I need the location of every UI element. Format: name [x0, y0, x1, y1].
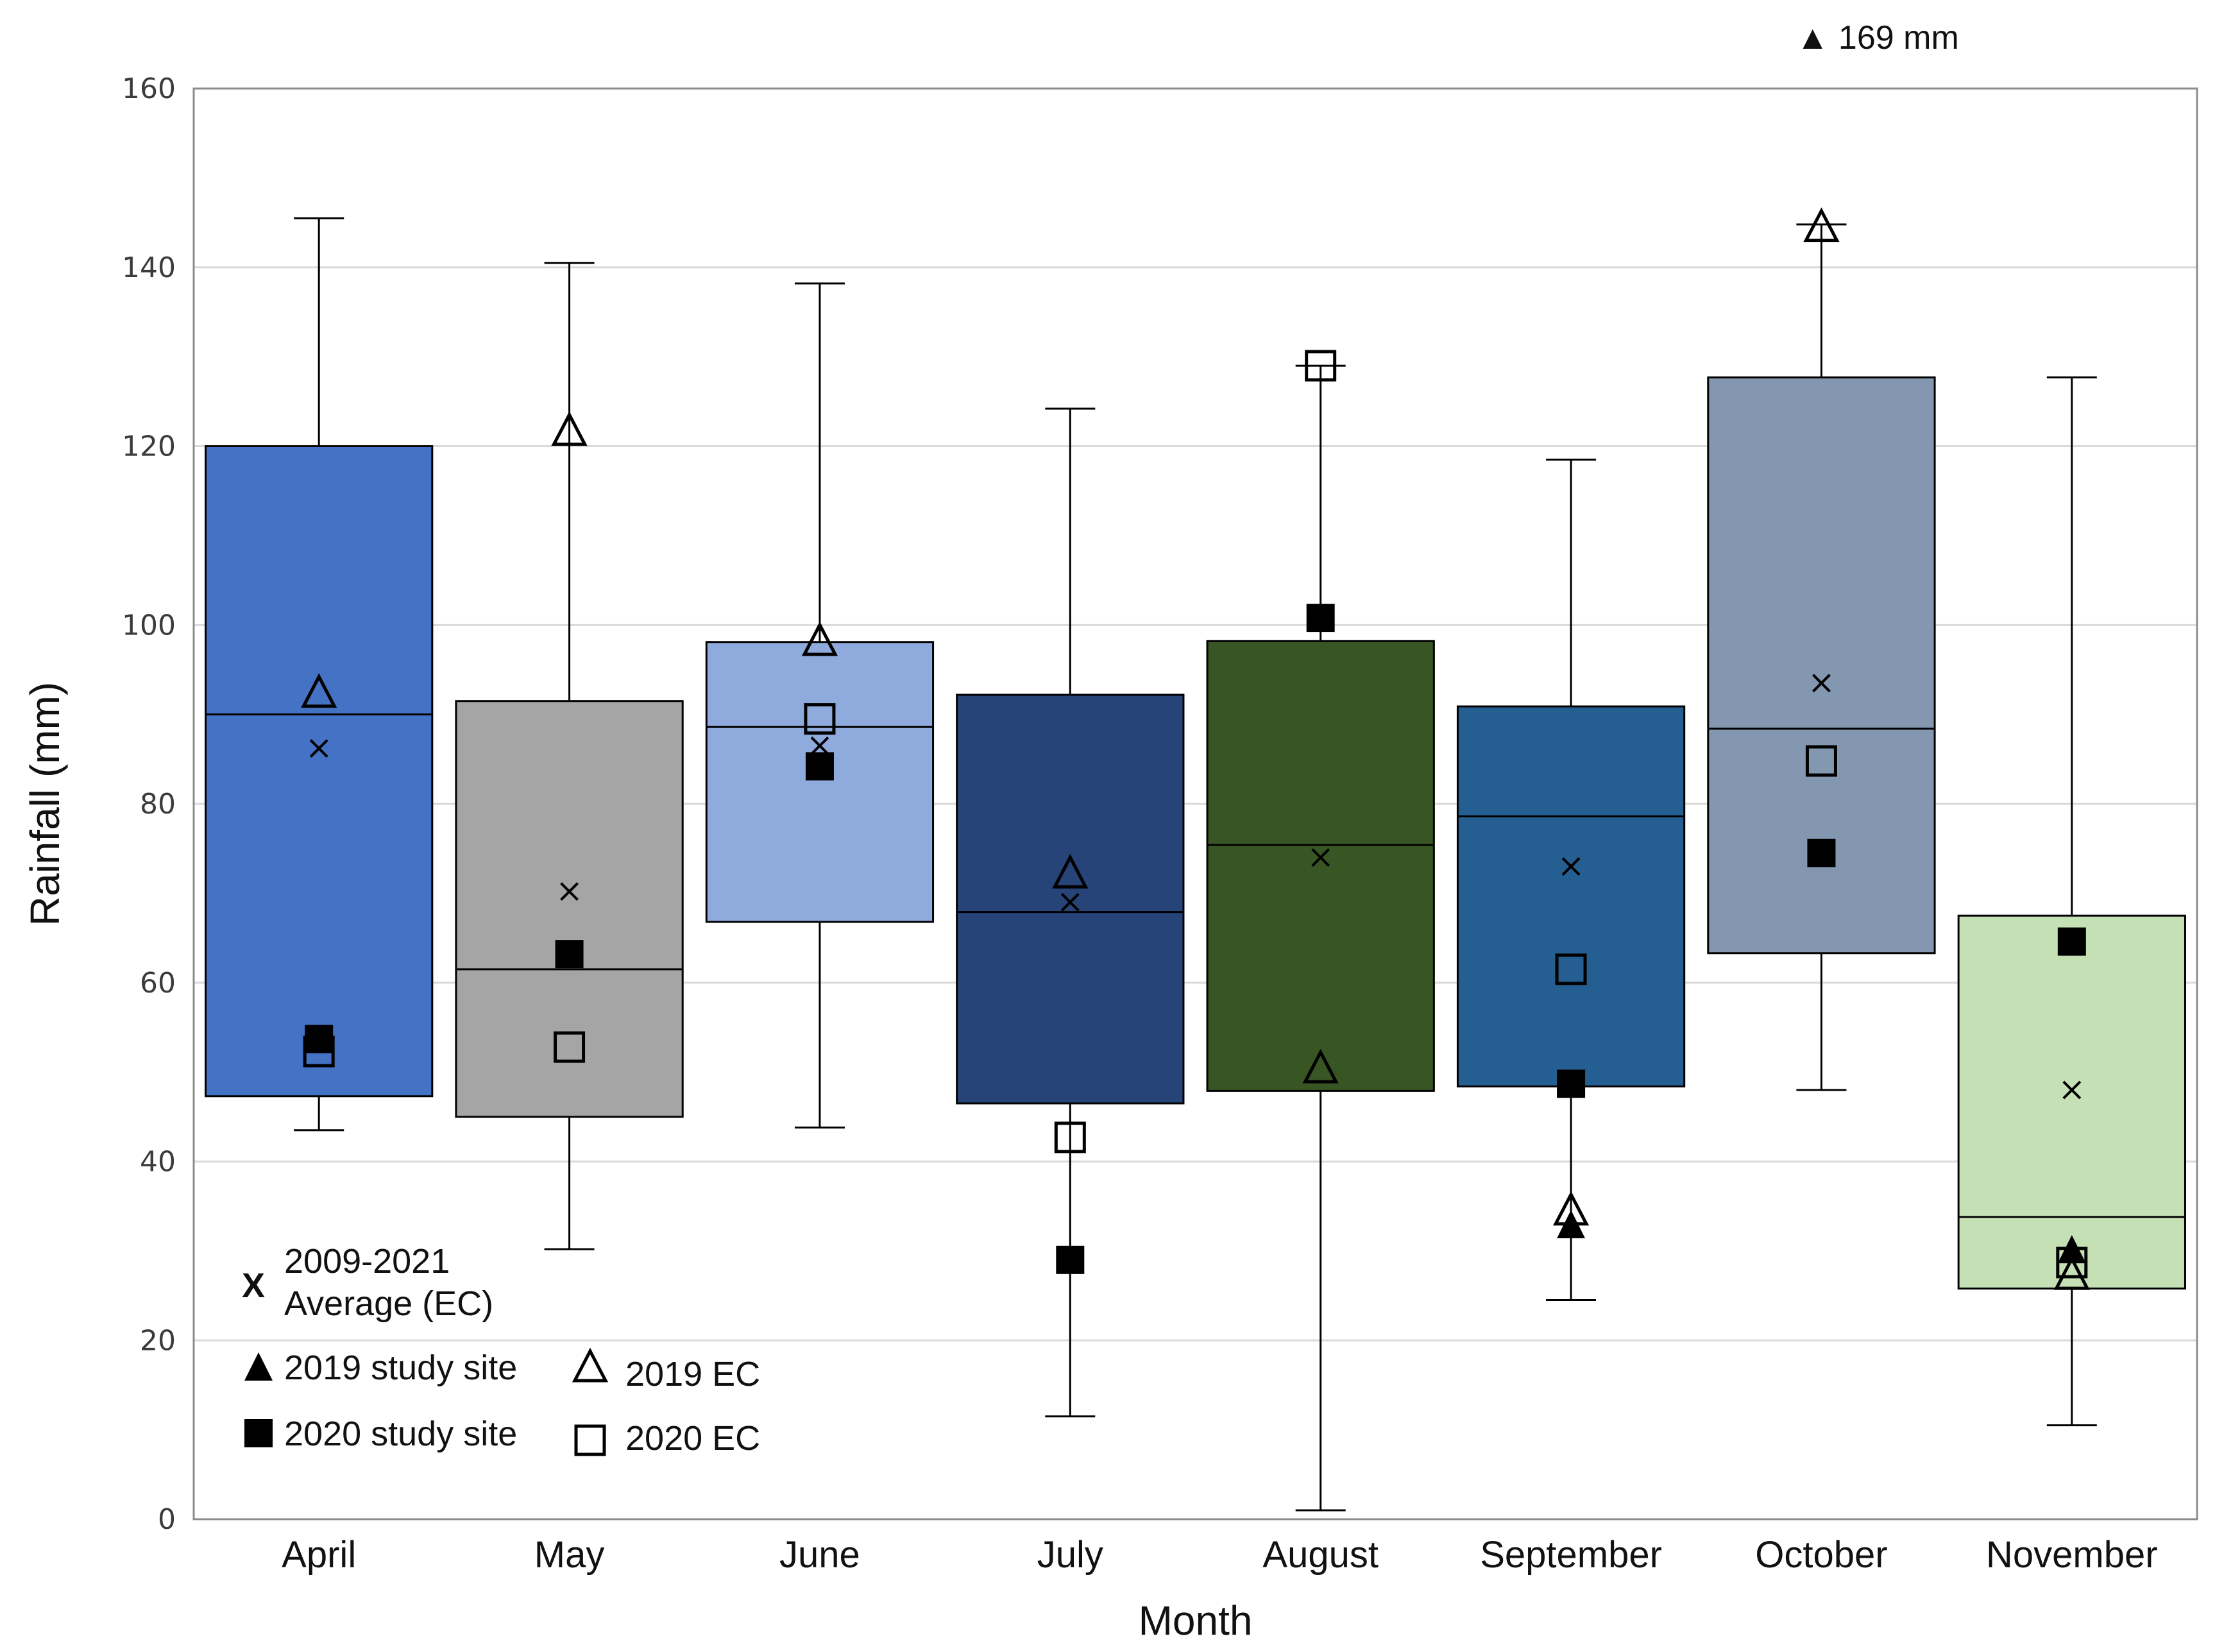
y-tick-label: 100	[122, 609, 176, 642]
open-square-marker	[1555, 953, 1587, 985]
legend-x-symbol: X	[242, 1266, 265, 1305]
mean-marker	[810, 736, 829, 755]
filled-square-marker	[1557, 1069, 1586, 1098]
filled-square-marker	[1056, 1245, 1085, 1274]
x-axis-title: Month	[1139, 1597, 1253, 1644]
y-tick-label: 80	[140, 788, 176, 821]
filled-square-marker	[2057, 927, 2086, 956]
box-july	[956, 407, 1185, 1418]
y-tick-label: 140	[122, 251, 176, 284]
iqr-box	[455, 700, 684, 1118]
open-triangle-marker	[1552, 1191, 1590, 1226]
axes: 0 20 40 60 80 100 120 140 160 April May June July Aug…	[22, 19, 2198, 1644]
x-tick-label: May	[534, 1534, 605, 1576]
mean-marker	[1311, 848, 1330, 867]
x-stroke	[810, 736, 829, 755]
box-october	[1707, 223, 1936, 1091]
x-tick-label: June	[779, 1534, 860, 1576]
y-tick-label: 0	[158, 1503, 176, 1536]
legend-label: 2019 EC	[625, 1355, 760, 1393]
mean-marker	[309, 739, 328, 758]
x-stroke	[2062, 1080, 2082, 1100]
open-square-marker	[1805, 745, 1837, 777]
legend-item: 2020 EC	[574, 1419, 760, 1458]
mean-marker	[1561, 857, 1581, 876]
open-square-marker	[303, 1035, 335, 1068]
legend-filled-square	[244, 1419, 273, 1447]
mean-marker	[1812, 674, 1831, 693]
legend-item: 2019 study site	[244, 1349, 517, 1387]
legend-open-square	[574, 1424, 606, 1456]
mean-marker	[560, 882, 579, 901]
legend-filled-triangle	[244, 1352, 273, 1381]
iqr-box	[1957, 914, 2186, 1290]
box-may	[455, 262, 684, 1250]
iqr-box	[205, 445, 434, 1098]
open-square-marker	[1305, 350, 1337, 382]
marker-layer	[301, 207, 2090, 1290]
out-of-range-annotation: ▲ 169 mm	[1796, 19, 1959, 56]
x-tick-label: July	[1037, 1534, 1103, 1576]
iqr-box	[705, 641, 935, 923]
open-square-marker	[804, 703, 836, 735]
box-layer	[205, 217, 2186, 1511]
legend-label: Average (EC)	[284, 1284, 493, 1323]
x-tick-label: November	[1986, 1534, 2158, 1576]
box-september	[1456, 458, 1686, 1302]
y-tick-label: 60	[140, 967, 176, 1000]
filled-square-marker	[555, 940, 584, 969]
open-triangle-marker	[301, 673, 337, 708]
filled-square-marker	[1306, 604, 1335, 633]
box-april	[205, 217, 434, 1132]
open-triangle-marker	[801, 621, 838, 656]
open-triangle-marker	[2053, 1255, 2090, 1290]
y-axis-title: Rainfall (mm)	[22, 682, 68, 926]
legend-item: 2020 study site	[244, 1415, 517, 1453]
y-tick-label: 40	[140, 1146, 176, 1179]
open-square-marker	[1054, 1121, 1086, 1154]
x-stroke	[1311, 848, 1330, 867]
x-stroke	[560, 882, 579, 901]
x-stroke	[1060, 892, 1080, 912]
x-tick-label: April	[282, 1534, 356, 1576]
filled-square-marker	[805, 752, 834, 781]
x-stroke	[309, 739, 328, 758]
box-august	[1206, 364, 1435, 1511]
iqr-box	[1456, 705, 1686, 1087]
mean-marker	[1060, 892, 1080, 912]
open-triangle-marker	[1302, 1048, 1339, 1084]
legend-label: 2020 study site	[284, 1415, 517, 1453]
box-november	[1957, 376, 2186, 1427]
y-tick-label: 20	[140, 1324, 176, 1357]
open-square-marker	[554, 1031, 586, 1063]
x-tick-label: August	[1262, 1534, 1379, 1576]
x-tick-label: September	[1480, 1534, 1662, 1576]
x-tick-label: October	[1755, 1534, 1887, 1576]
mean-marker	[2062, 1080, 2082, 1100]
open-square-marker	[2056, 1247, 2088, 1279]
x-stroke	[1561, 857, 1581, 876]
legend-label: 2009-2021	[284, 1242, 450, 1281]
legend-label: 2019 study site	[284, 1349, 517, 1387]
legend-open-triangle	[572, 1347, 609, 1383]
iqr-box	[956, 694, 1185, 1105]
y-tick-label: 160	[122, 72, 176, 105]
iqr-box	[1206, 640, 1435, 1092]
open-triangle-marker	[551, 411, 588, 446]
box-june	[705, 282, 935, 1129]
legend-item: 2019 EC	[572, 1347, 760, 1393]
x-stroke	[1812, 674, 1831, 693]
plot-frame	[192, 87, 2198, 1520]
filled-square-marker	[1807, 839, 1836, 867]
legend-label: 2020 EC	[625, 1419, 760, 1458]
open-triangle-marker	[1803, 207, 1840, 243]
y-tick-label: 120	[122, 430, 176, 463]
open-triangle-marker	[1052, 853, 1089, 889]
